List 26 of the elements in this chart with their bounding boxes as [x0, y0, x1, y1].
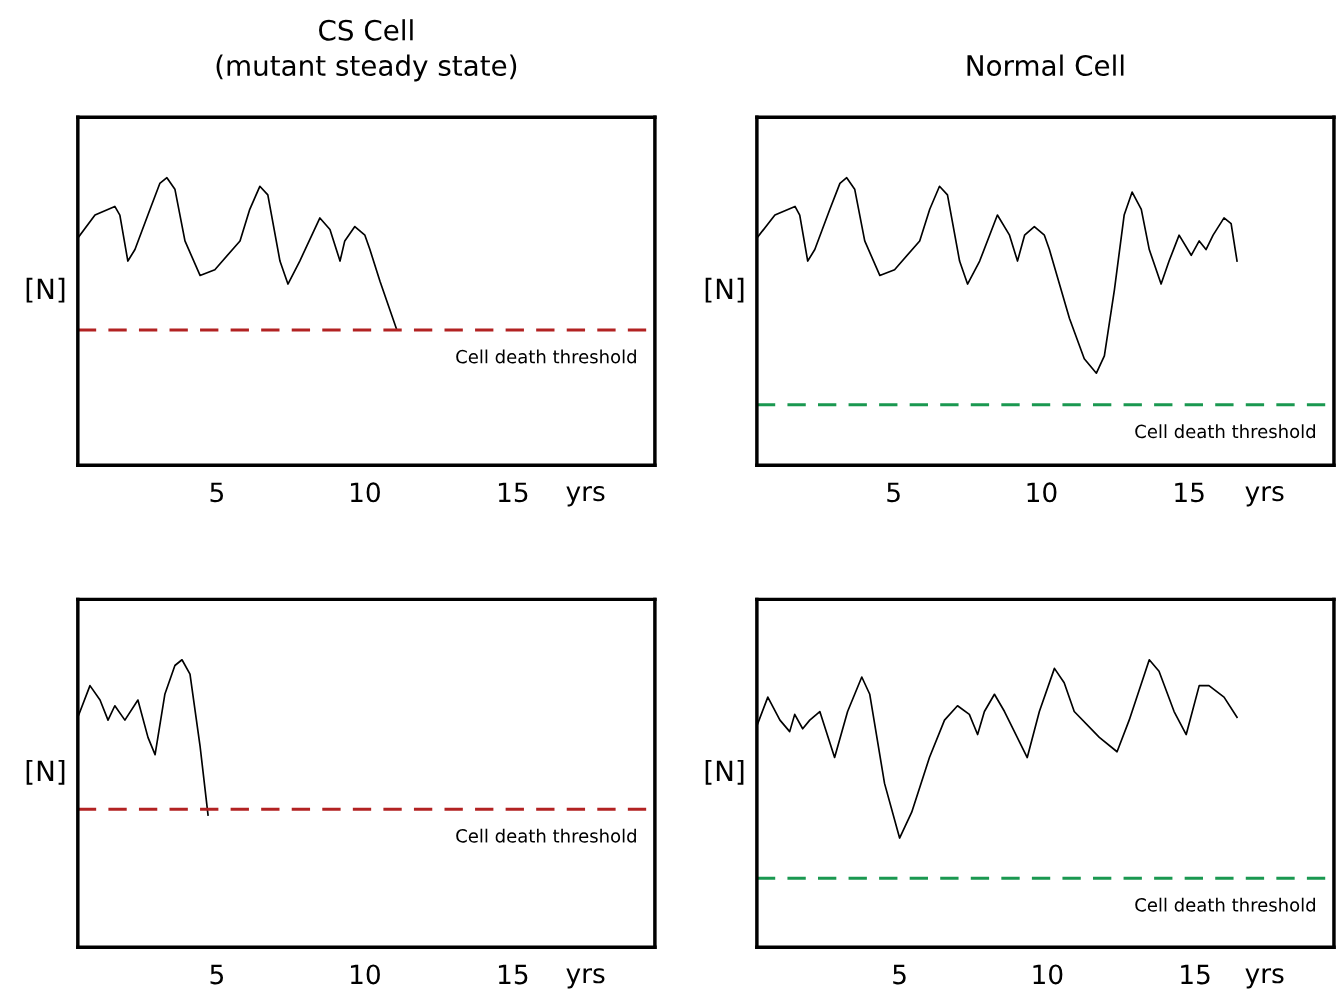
x-tick-label: 5 — [210, 964, 224, 985]
chart-title: CS Cell (mutant steady state) — [216, 19, 517, 82]
x-tick-label: 10 — [1033, 964, 1063, 985]
x-tick-label: 15 — [1181, 964, 1210, 985]
x-tick-label: 5 — [210, 482, 224, 503]
x-tick-label: 15 — [498, 964, 528, 985]
ref-line-label: Cell death threshold — [1135, 897, 1315, 912]
x-tick-label: 15 — [498, 482, 528, 503]
x-tick-label: 10 — [1027, 482, 1057, 503]
x-axis-title: yrs — [1245, 968, 1284, 989]
x-axis-title: yrs — [1245, 486, 1284, 507]
y-axis-title: [N] — [705, 277, 744, 303]
x-tick-label: 15 — [1175, 482, 1204, 503]
x-tick-label: 5 — [887, 482, 900, 503]
y-axis-title: [N] — [26, 759, 65, 785]
x-tick-label: 10 — [351, 964, 380, 985]
x-axis-title: yrs — [566, 486, 605, 507]
chart-title: Normal Cell — [967, 54, 1124, 77]
ref-line-label: Cell death threshold — [1135, 424, 1315, 439]
x-axis-title: yrs — [566, 968, 605, 989]
x-tick-label: 10 — [351, 482, 380, 503]
ref-line-label: Cell death threshold — [456, 349, 636, 364]
y-axis-title: [N] — [705, 759, 744, 785]
ref-line-label: Cell death threshold — [456, 828, 636, 843]
x-tick-label: 5 — [893, 964, 906, 985]
y-axis-title: [N] — [26, 277, 65, 303]
